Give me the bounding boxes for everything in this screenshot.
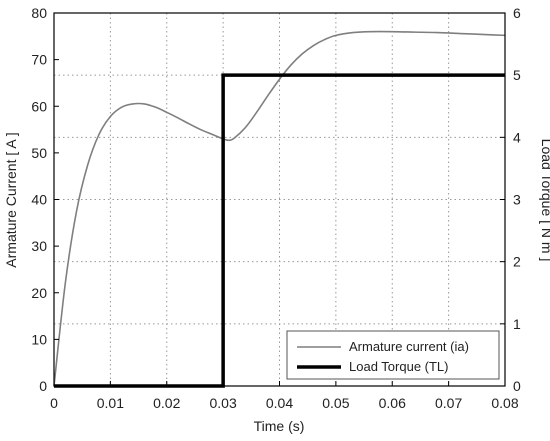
series-line-armature-current xyxy=(53,30,506,387)
x-tick-label: 0.08 xyxy=(491,395,518,411)
x-tick-label: 0.04 xyxy=(266,395,293,411)
y-axis-label: Armature Current [ A ] xyxy=(3,132,19,267)
y2-tick-label: 1 xyxy=(513,316,521,332)
y2-tick-label: 2 xyxy=(513,254,521,270)
y2-tick-label: 0 xyxy=(513,378,521,394)
legend-box xyxy=(286,330,500,380)
y2-tick-label: 4 xyxy=(513,129,521,145)
legend-label-load-torque: Load Torque (TL) xyxy=(349,359,449,374)
x-tick-label: 0.02 xyxy=(153,395,180,411)
y2-tick-label: 6 xyxy=(513,5,521,21)
y-tick-label: 40 xyxy=(31,192,47,208)
legend-label-armature-current: Armature current (ia) xyxy=(349,339,469,354)
x-tick-label: 0.07 xyxy=(435,395,462,411)
x-axis-label: Time (s) xyxy=(254,418,305,434)
x-tick-label: 0.05 xyxy=(322,395,349,411)
x-tick-label: 0.03 xyxy=(210,395,237,411)
tick-marks xyxy=(53,12,506,387)
y-tick-label: 30 xyxy=(31,238,47,254)
y2-tick-label: 3 xyxy=(513,192,521,208)
y-tick-label: 0 xyxy=(39,378,47,394)
y-tick-label: 50 xyxy=(31,145,47,161)
y-tick-label: 70 xyxy=(31,52,47,68)
x-tick-label: 0.06 xyxy=(379,395,406,411)
tick-labels: 0 0.01 0.02 0.03 0.04 0.05 0.06 0.07 0.080102030… xyxy=(31,5,521,411)
y2-tick-label: 5 xyxy=(513,67,521,83)
y2-axis-label: Load Torque [ N m ] xyxy=(539,139,550,262)
x-tick-label: 0.01 xyxy=(97,395,124,411)
y-tick-label: 60 xyxy=(31,98,47,114)
legend: Armature current (ia) Load Torque (TL) xyxy=(286,330,500,380)
y-tick-label: 80 xyxy=(31,5,47,21)
y-tick-label: 10 xyxy=(31,331,47,347)
x-tick-label: 0 xyxy=(50,395,58,411)
y-tick-label: 20 xyxy=(31,285,47,301)
